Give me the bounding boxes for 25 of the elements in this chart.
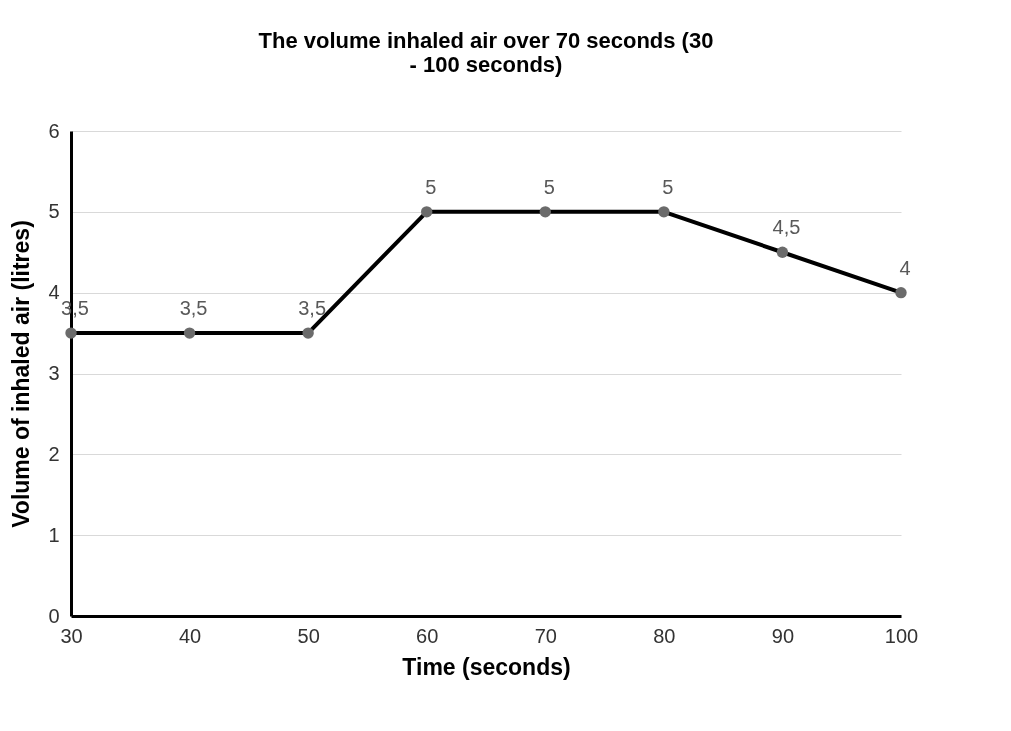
y-tick-label: 3 <box>48 362 60 384</box>
y-tick-label: 6 <box>48 119 60 142</box>
x-tick-label: 80 <box>653 624 676 647</box>
data-label: 5 <box>425 175 437 198</box>
y-tick-label: 0 <box>48 604 60 627</box>
data-label: 3,5 <box>179 297 208 320</box>
x-tick-label: 30 <box>60 624 83 647</box>
y-axis-title: Volume of inhaled air (litres) <box>8 220 35 528</box>
data-label: 5 <box>543 175 555 198</box>
chart-title: The volume inhaled air over 70 seconds (30 - 100 seconds) <box>258 28 714 77</box>
x-tick-label: 50 <box>297 624 320 647</box>
y-tick-label: 2 <box>48 442 60 465</box>
x-tick-label: 70 <box>534 624 557 647</box>
data-label: 4 <box>899 256 911 279</box>
x-tick-label: 40 <box>178 624 202 647</box>
x-axis-title: Time (seconds) <box>402 653 571 680</box>
x-tick-label: 90 <box>771 624 795 647</box>
data-label: 5 <box>662 175 674 198</box>
y-tick-label: 1 <box>48 523 60 546</box>
y-tick-label: 4 <box>48 281 60 304</box>
data-label: 4,5 <box>772 216 801 239</box>
y-tick-label: 5 <box>48 200 60 223</box>
x-tick-label: 100 <box>884 624 919 647</box>
x-tick-label: 60 <box>416 624 439 647</box>
data-label: 3,5 <box>298 297 327 320</box>
